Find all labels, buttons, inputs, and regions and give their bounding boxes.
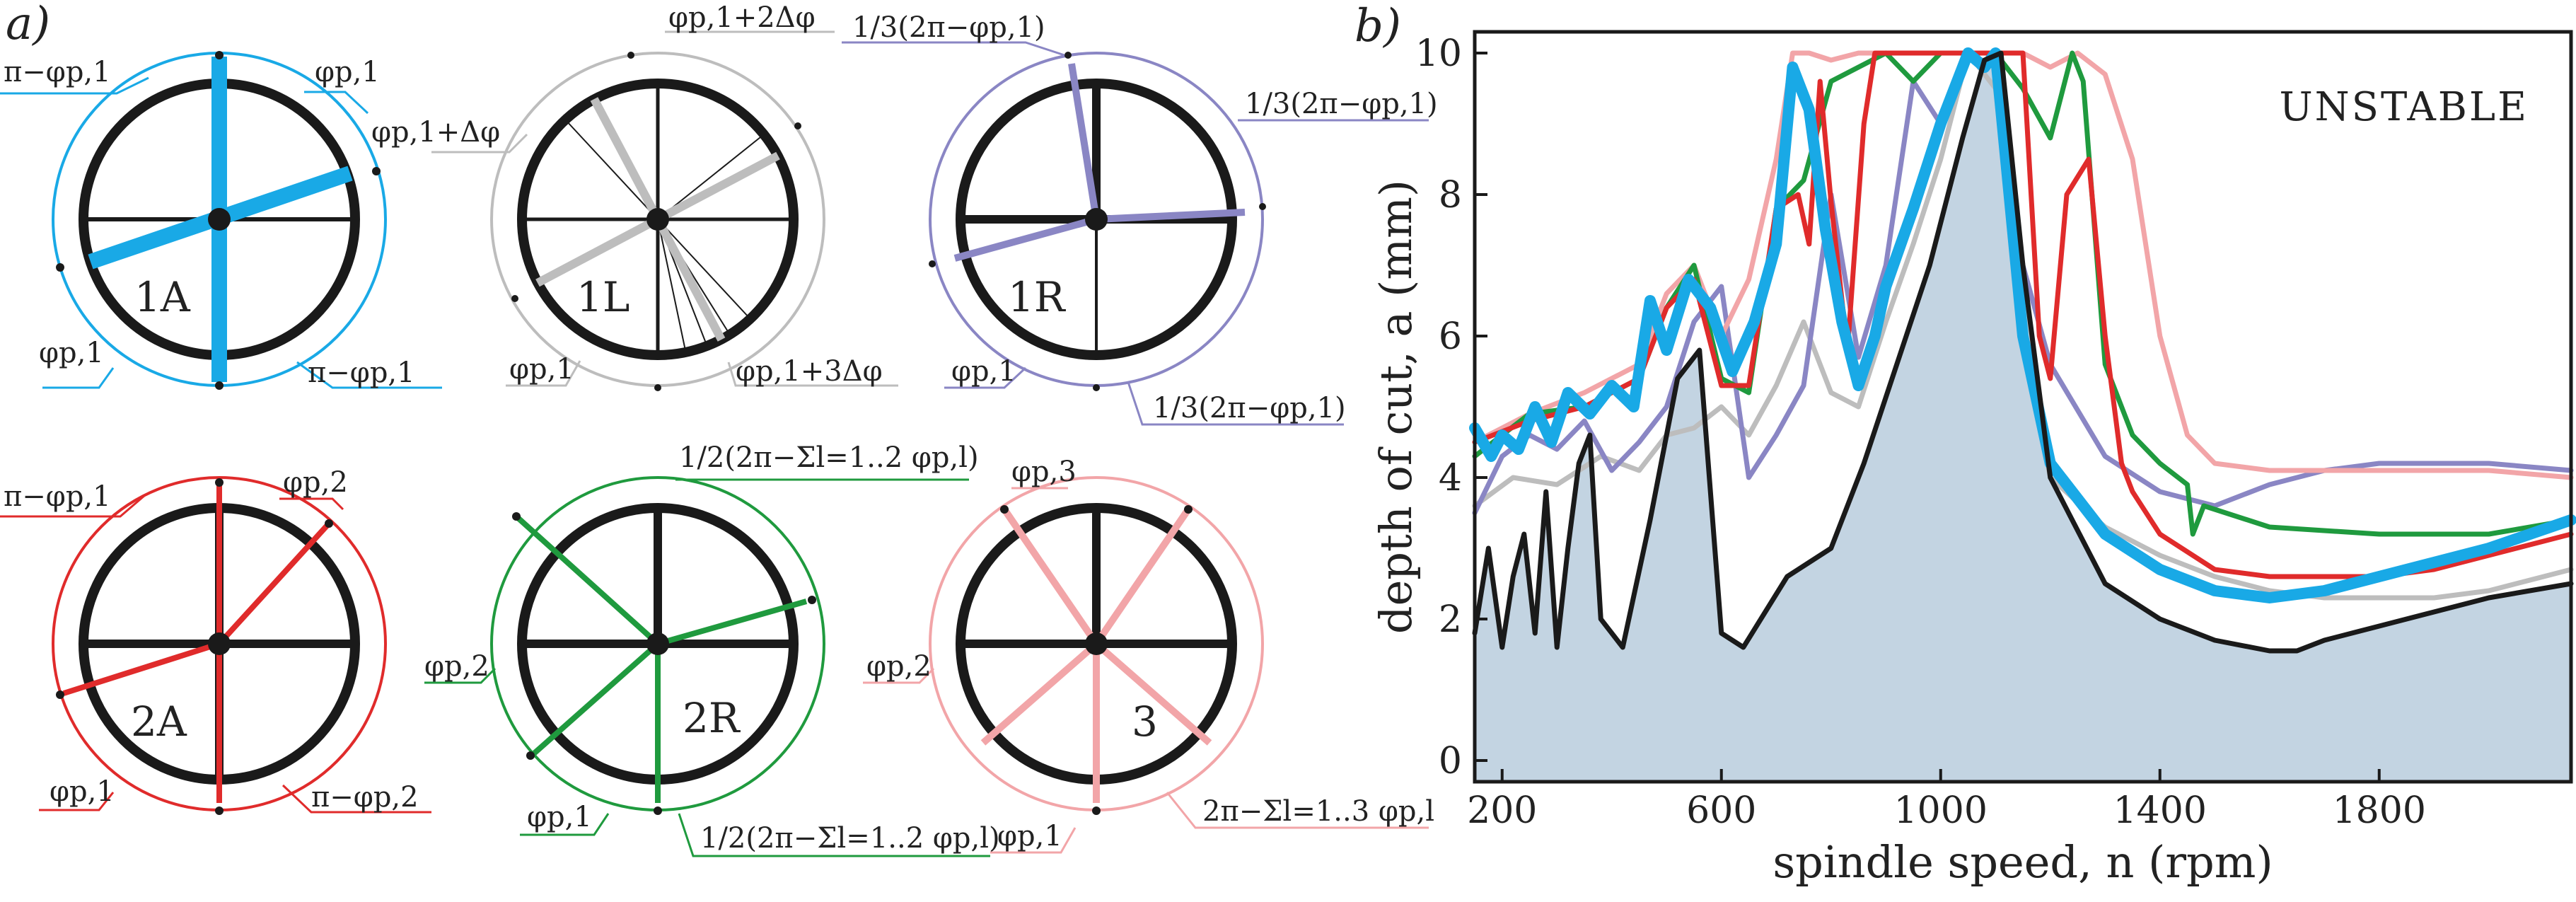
x-axis-title: spindle speed, n (rpm) <box>1773 836 2273 888</box>
y-tick-label: 2 <box>1439 599 1462 641</box>
label-3-mid-left: φp,2 <box>866 650 932 683</box>
wheel-1R: 1/3(2π−φp,1) 1/3(2π−φp,1) φp,1 1/3(2π−φp… <box>842 11 1438 426</box>
label-1R-bottom-left: φp,1 <box>951 355 1016 388</box>
panel-b-label: b) <box>1354 0 1401 52</box>
label-1L-bottom-right: φp,1+3Δφ <box>736 355 883 388</box>
panel-a-label: a) <box>6 0 50 50</box>
wheel-2R: 1/2(2π−Σl=1..2 φp,l) φp,2 φp,1 1/2(2π−Σl… <box>424 441 1000 857</box>
x-tick-label: 600 <box>1686 790 1756 832</box>
label-2R-bottom-left: φp,1 <box>527 801 592 833</box>
label-1A-mid-right: φp,1+Δφ <box>371 116 500 149</box>
label-1R-bottom-right: 1/3(2π−φp,1) <box>1153 392 1346 424</box>
wheel-1R-name: 1R <box>1008 273 1067 321</box>
y-tick-label: 8 <box>1439 174 1462 216</box>
series-line-1A <box>1469 47 2576 603</box>
label-2A-top-right: φp,2 <box>283 466 348 499</box>
wheel-3-name: 3 <box>1132 698 1158 746</box>
y-tick-label: 0 <box>1439 740 1462 782</box>
series-line-2A <box>1472 50 2574 579</box>
label-1A-top-left: π−φp,1 <box>4 56 111 88</box>
label-3-bottom-left: φp,1 <box>997 820 1062 852</box>
label-2A-bottom-left: φp,1 <box>50 775 115 808</box>
series-line-stability-boundary <box>1472 50 2574 654</box>
x-tick-label: 1800 <box>2333 790 2426 832</box>
label-1R-top-right: 1/3(2π−φp,1) <box>1245 88 1438 120</box>
label-1A-bottom-left: φp,1 <box>39 337 104 369</box>
x-tick-label: 200 <box>1467 790 1537 832</box>
label-2R-mid-left: φp,2 <box>424 650 489 683</box>
label-3-top: φp,3 <box>1011 456 1077 488</box>
wheel-2A-name: 2A <box>131 698 187 746</box>
y-tick-label: 4 <box>1439 457 1462 499</box>
wheel-3: φp,3 φp,2 φp,1 2π−Σl=1..3 φp,l 3 <box>863 456 1434 854</box>
label-1L-top-right: φp,1+2Δφ <box>668 1 816 34</box>
plot-frame <box>1473 30 2573 784</box>
wheel-2R-name: 2R <box>683 694 741 742</box>
label-2A-bottom-right: π−φp,2 <box>311 781 419 814</box>
label-2R-top: 1/2(2π−Σl=1..2 φp,l) <box>679 441 979 474</box>
wheel-1L: φp,1+2Δφ φp,1 φp,1+3Δφ 1L <box>431 1 898 391</box>
x-tick-label: 1400 <box>2113 790 2207 832</box>
wheel-1A-name: 1A <box>134 273 191 321</box>
label-2R-bottom-right: 1/2(2π−Σl=1..2 φp,l) <box>700 822 1000 855</box>
y-tick-label: 10 <box>1415 33 1462 75</box>
label-1A-top-right: φp,1 <box>315 56 380 88</box>
label-3-bottom-right: 2π−Σl=1..3 φp,l <box>1202 795 1434 828</box>
wheel-1L-name: 1L <box>576 273 630 321</box>
stable-region <box>1475 53 2571 782</box>
unstable-annotation: UNSTABLE <box>2279 84 2529 130</box>
stability-chart: 200 600 1000 1400 1800 0 2 4 6 8 10 UNSTABLE spind… <box>1370 30 2576 888</box>
series-line-1R <box>1472 50 2574 516</box>
label-1A-bottom-right: π−φp,1 <box>308 357 415 389</box>
label-1L-bottom-left: φp,1 <box>509 353 574 386</box>
y-axis-title: depth of cut, a (mm) <box>1370 180 1422 634</box>
y-tick-label: 6 <box>1439 316 1462 358</box>
label-1R-top-left: 1/3(2π−φp,1) <box>852 11 1045 44</box>
x-tick-label: 1000 <box>1894 790 1988 832</box>
label-2A-top-left: π−φp,1 <box>4 480 111 513</box>
wheel-2A: π−φp,1 φp,2 φp,1 π−φp,2 2A <box>0 466 431 815</box>
wheel-1A: π−φp,1 φp,1 φp,1+Δφ φp,1 π−φp,1 1A <box>0 51 500 390</box>
